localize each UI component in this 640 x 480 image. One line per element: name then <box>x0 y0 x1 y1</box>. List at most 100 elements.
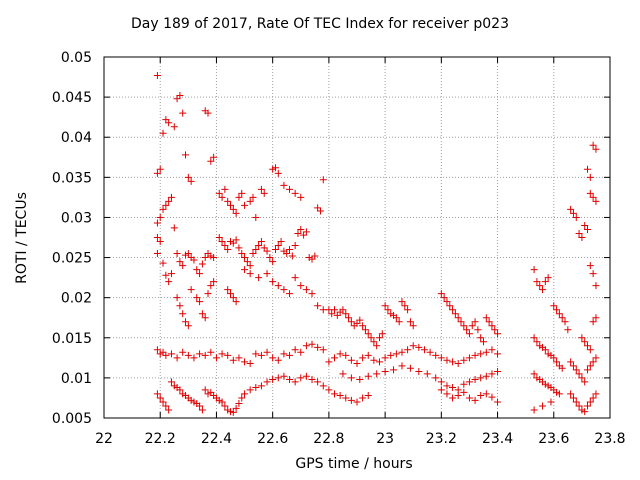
data-point <box>550 354 558 362</box>
data-point <box>179 348 187 356</box>
data-point <box>375 358 383 366</box>
y-tick-label: 0.05 <box>61 50 92 66</box>
data-point <box>488 370 496 378</box>
data-point <box>162 201 170 209</box>
data-point <box>269 278 277 286</box>
data-point <box>227 290 234 298</box>
data-point <box>283 250 291 258</box>
x-tick-label: 22.4 <box>201 431 232 447</box>
data-point <box>494 398 502 406</box>
data-point <box>437 354 445 362</box>
data-point <box>280 181 288 189</box>
data-point <box>286 246 294 254</box>
data-point <box>159 398 167 406</box>
data-point <box>404 346 412 354</box>
data-point <box>347 356 355 364</box>
data-point <box>584 402 592 410</box>
data-point <box>246 197 254 205</box>
data-point <box>586 362 594 370</box>
data-point <box>269 354 277 362</box>
data-point <box>485 318 493 326</box>
data-point <box>482 348 490 356</box>
data-point <box>286 290 294 298</box>
data-point <box>196 402 204 410</box>
data-point <box>269 258 277 266</box>
data-point <box>167 193 175 201</box>
y-tick-label: 0.035 <box>52 170 92 186</box>
data-point <box>156 238 164 246</box>
data-point <box>210 254 218 262</box>
data-point <box>530 266 538 274</box>
data-point <box>449 394 457 402</box>
data-point <box>581 408 589 416</box>
data-point <box>308 290 316 298</box>
data-point <box>331 354 339 362</box>
data-point <box>249 193 257 201</box>
data-point <box>246 386 254 394</box>
data-point <box>432 351 440 359</box>
data-point <box>477 334 485 342</box>
data-point <box>153 71 161 79</box>
data-point <box>246 262 254 270</box>
data-point <box>294 229 302 237</box>
data-point <box>364 372 372 380</box>
data-point <box>477 350 485 358</box>
data-point <box>544 274 552 282</box>
data-point <box>336 392 344 400</box>
data-point <box>575 229 583 237</box>
data-point <box>274 242 282 250</box>
data-point <box>381 302 389 310</box>
data-point <box>536 282 544 290</box>
data-point <box>291 242 299 250</box>
data-point <box>198 310 206 318</box>
axis-ticks: 22 22.2 22.4 22.6 22.8 23 23.2 23.4 23.6 23.8 0.00… <box>52 50 626 447</box>
data-point <box>257 382 265 390</box>
data-point <box>586 173 594 181</box>
data-point <box>241 390 249 398</box>
data-point <box>165 278 173 286</box>
chart-title: Day 189 of 2017, Rate Of TEC Index for r… <box>131 16 509 32</box>
data-point <box>162 402 170 410</box>
data-point <box>246 359 254 367</box>
data-point <box>465 354 473 362</box>
data-point <box>553 306 561 314</box>
data-point <box>280 372 288 380</box>
data-point <box>224 246 232 254</box>
data-point <box>364 351 372 359</box>
data-point <box>263 270 271 278</box>
data-point <box>555 390 563 398</box>
data-point <box>471 375 479 383</box>
data-point <box>235 244 243 252</box>
data-point <box>153 346 161 354</box>
data-point <box>381 354 389 362</box>
data-point <box>530 334 538 342</box>
data-point <box>286 375 294 383</box>
data-point <box>173 354 181 362</box>
data-point <box>446 302 454 310</box>
data-point <box>553 358 561 366</box>
data-point <box>153 390 161 398</box>
data-point <box>215 189 223 197</box>
data-point <box>415 367 423 375</box>
data-point <box>589 358 597 366</box>
data-point <box>255 242 263 250</box>
data-point <box>437 378 445 386</box>
data-point <box>218 350 226 358</box>
data-point <box>589 193 597 201</box>
data-point <box>477 392 485 400</box>
data-point <box>274 282 282 290</box>
data-point <box>457 318 465 326</box>
data-point <box>229 294 237 302</box>
data-point <box>437 290 445 298</box>
data-point <box>347 374 355 382</box>
data-point <box>406 318 414 326</box>
data-point <box>589 394 597 402</box>
data-point <box>153 169 161 177</box>
data-point <box>581 338 589 346</box>
data-point <box>443 356 451 364</box>
data-point <box>406 364 414 372</box>
data-point <box>286 351 294 359</box>
data-point <box>257 185 265 193</box>
data-point <box>460 356 468 364</box>
